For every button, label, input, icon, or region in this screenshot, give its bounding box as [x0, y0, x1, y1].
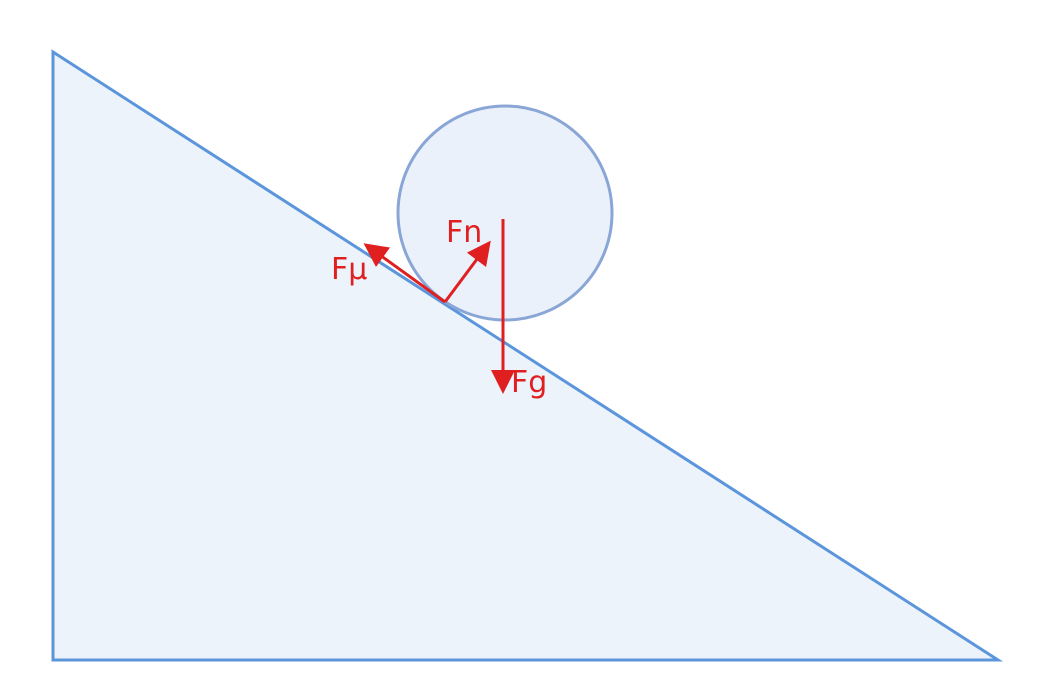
normal-force-arrow [443, 240, 491, 303]
friction-force-arrow [363, 243, 446, 304]
friction-force-label: Fμ [331, 252, 367, 287]
normal-force-label: Fn [446, 215, 482, 250]
ball [396, 104, 614, 322]
inclined-plane [51, 49, 1004, 662]
gravity-force-label: Fg [511, 365, 547, 400]
